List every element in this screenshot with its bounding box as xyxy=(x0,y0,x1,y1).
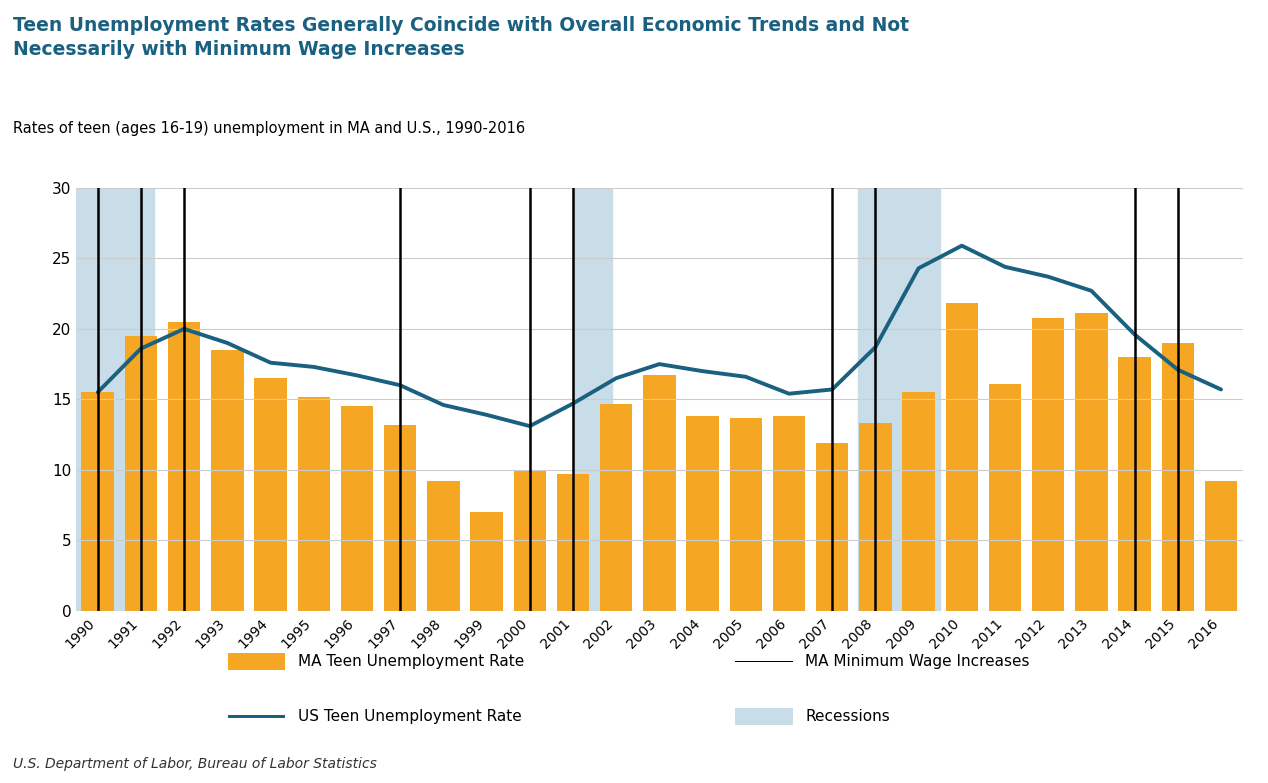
Bar xyxy=(298,396,330,611)
Bar xyxy=(858,188,940,611)
Bar xyxy=(686,417,719,611)
Bar xyxy=(860,424,891,611)
Bar xyxy=(1161,343,1194,611)
Bar xyxy=(817,443,848,611)
Bar xyxy=(1205,481,1238,611)
Text: MA Minimum Wage Increases: MA Minimum Wage Increases xyxy=(805,654,1030,669)
Bar xyxy=(210,350,243,611)
Bar xyxy=(1032,318,1064,611)
Bar xyxy=(514,470,547,611)
Text: US Teen Unemployment Rate: US Teen Unemployment Rate xyxy=(298,709,521,724)
Text: Teen Unemployment Rates Generally Coincide with Overall Economic Trends and Not
: Teen Unemployment Rates Generally Coinci… xyxy=(13,16,909,59)
Bar xyxy=(643,375,676,611)
Bar xyxy=(427,481,459,611)
Bar xyxy=(167,322,200,611)
Bar xyxy=(1075,313,1108,611)
Bar xyxy=(384,424,416,611)
Bar xyxy=(81,392,114,611)
Bar xyxy=(989,384,1021,611)
Bar xyxy=(600,403,633,611)
Bar xyxy=(903,392,935,611)
Bar xyxy=(729,417,762,611)
Text: Recessions: Recessions xyxy=(805,709,890,724)
Bar xyxy=(557,474,590,611)
Bar xyxy=(255,378,287,611)
Bar xyxy=(341,406,373,611)
Bar xyxy=(573,188,612,611)
Text: Rates of teen (ages 16-19) unemployment in MA and U.S., 1990-2016: Rates of teen (ages 16-19) unemployment … xyxy=(13,121,525,136)
Bar xyxy=(946,304,978,611)
Text: U.S. Department of Labor, Bureau of Labor Statistics: U.S. Department of Labor, Bureau of Labo… xyxy=(13,757,377,771)
Bar xyxy=(124,336,157,611)
Bar xyxy=(772,417,805,611)
Bar xyxy=(1118,357,1151,611)
Text: MA Teen Unemployment Rate: MA Teen Unemployment Rate xyxy=(298,654,524,669)
Bar xyxy=(470,512,502,611)
Bar xyxy=(76,188,153,611)
